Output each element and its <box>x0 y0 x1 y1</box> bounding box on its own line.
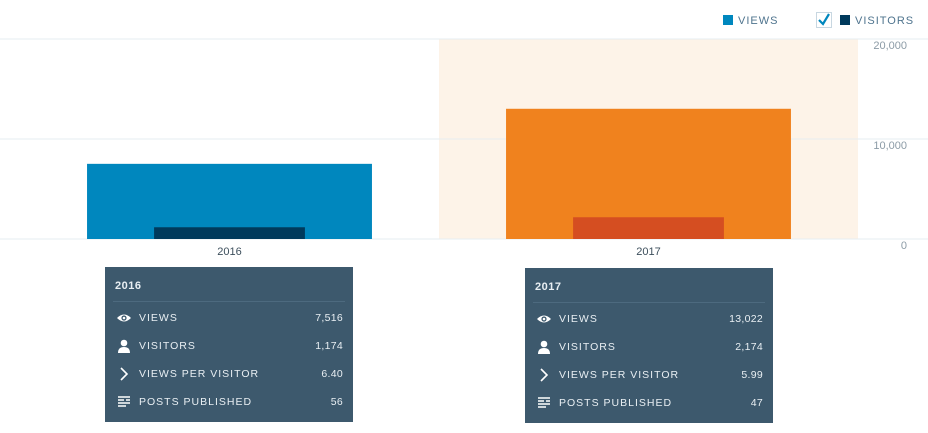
tooltip-row: VIEWS 13,022 <box>525 311 773 327</box>
x-tick-label: 2016 <box>217 246 241 258</box>
row-value: 2,174 <box>735 341 763 353</box>
y-tick-label: 0 <box>901 240 907 252</box>
bar <box>573 217 724 239</box>
row-label: VIEWS PER VISITOR <box>139 368 260 380</box>
chart: 0 10,000 20,000 2016 2017 VIEWS VISITORS <box>0 12 928 258</box>
posts-icon <box>538 397 550 408</box>
tooltip: 2016 VIEWS 7,516 VISITORS 1,174 VIEWS PE… <box>105 267 353 422</box>
legend-label: VISITORS <box>855 15 914 27</box>
row-label: VIEWS PER VISITOR <box>559 369 680 381</box>
eye-icon <box>537 315 551 323</box>
person-icon <box>538 340 550 354</box>
chevron-icon <box>540 368 549 382</box>
row-label: VISITORS <box>559 341 616 353</box>
checkmark <box>818 13 830 26</box>
tooltip-row: VIEWS PER VISITOR 5.99 <box>525 367 773 383</box>
legend-label: VIEWS <box>738 15 778 27</box>
row-value: 6.40 <box>321 368 343 380</box>
y-tick-label: 20,000 <box>873 40 907 52</box>
row-value: 1,174 <box>315 340 343 352</box>
row-label: POSTS PUBLISHED <box>139 396 253 408</box>
row-label: POSTS PUBLISHED <box>559 397 673 409</box>
row-label: VIEWS <box>559 313 598 325</box>
person-icon <box>118 339 130 353</box>
row-value: 13,022 <box>729 313 763 325</box>
separator <box>113 301 345 302</box>
tooltip: 2017 VIEWS 13,022 VISITORS 2,174 VIEWS P… <box>525 268 773 423</box>
tooltip-row: POSTS PUBLISHED 47 <box>525 395 773 411</box>
legend-swatch <box>723 15 733 25</box>
tooltip-title: 2016 <box>115 280 142 292</box>
tooltip-row: POSTS PUBLISHED 56 <box>105 394 353 410</box>
tooltip-row: VIEWS PER VISITOR 6.40 <box>105 366 353 382</box>
chevron-icon <box>120 367 129 381</box>
eye-icon <box>117 314 131 322</box>
separator <box>533 302 765 303</box>
tooltip-title: 2017 <box>535 281 562 293</box>
row-value: 47 <box>750 397 763 409</box>
legend-swatch <box>840 15 850 25</box>
row-value: 5.99 <box>741 369 763 381</box>
posts-icon <box>118 396 130 407</box>
row-label: VIEWS <box>139 312 178 324</box>
y-tick-label: 10,000 <box>873 140 907 152</box>
x-tick-label: 2017 <box>636 246 660 258</box>
row-value: 56 <box>330 396 343 408</box>
tooltip-row: VISITORS 1,174 <box>105 338 353 354</box>
bar <box>87 163 372 239</box>
bar <box>154 227 305 239</box>
tooltip-row: VISITORS 2,174 <box>525 339 773 355</box>
row-value: 7,516 <box>315 312 343 324</box>
tooltip-row: VIEWS 7,516 <box>105 310 353 326</box>
row-label: VISITORS <box>139 340 196 352</box>
